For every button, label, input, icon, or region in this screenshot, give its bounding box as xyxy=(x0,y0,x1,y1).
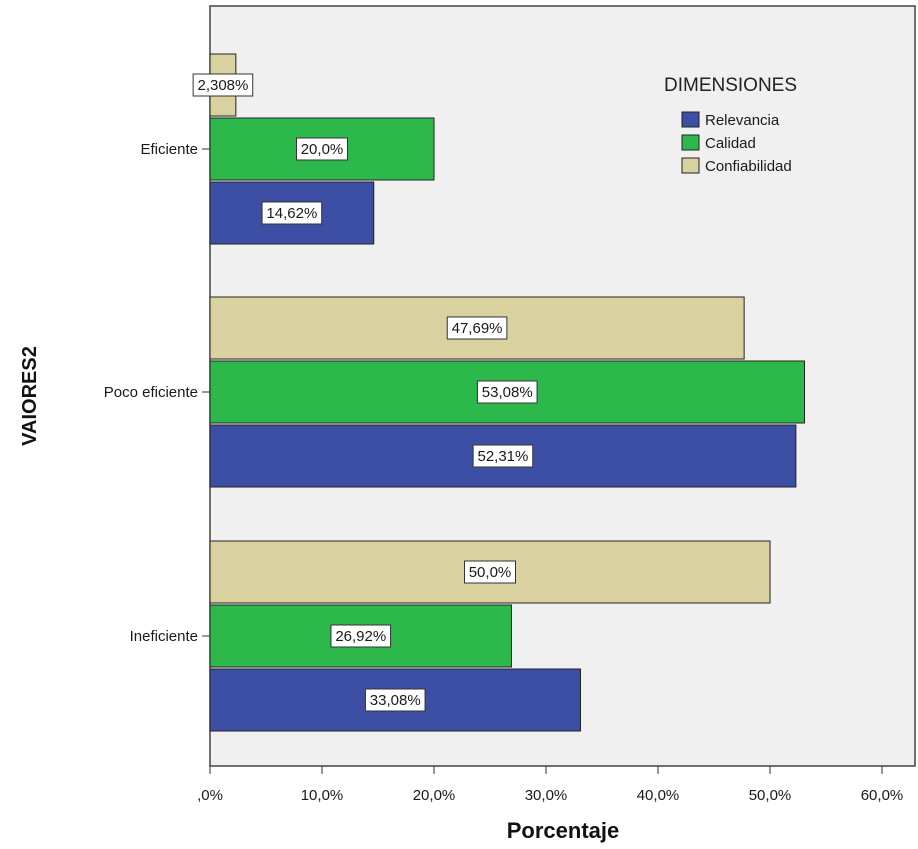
data-label: 50,0% xyxy=(469,564,512,581)
legend: DIMENSIONES Relevancia Calidad Confiabilid… xyxy=(664,75,797,175)
data-label: 33,08% xyxy=(370,692,421,709)
x-tick-label: 60,0% xyxy=(861,787,904,804)
legend-title: DIMENSIONES xyxy=(664,75,797,96)
legend-label: Confiabilidad xyxy=(705,158,792,175)
data-label: 53,08% xyxy=(482,384,533,401)
data-label-box xyxy=(446,316,508,340)
data-label: 14,62% xyxy=(266,205,317,222)
data-label: 2,308% xyxy=(197,77,248,94)
data-label-box xyxy=(192,73,254,97)
x-tick-label: 40,0% xyxy=(637,787,680,804)
data-label: 52,31% xyxy=(477,448,528,465)
data-label-box xyxy=(261,201,323,225)
data-labels-layer: 2,308% 20,0% 14,62% 47,69% 53,08% 52,31% 50,0%… xyxy=(192,73,538,712)
x-tick-label: ,0% xyxy=(197,787,223,804)
x-tick-label: 20,0% xyxy=(413,787,456,804)
data-label: 47,69% xyxy=(452,320,503,337)
legend-swatch xyxy=(681,111,700,128)
data-label-box xyxy=(296,137,348,161)
category-label: Eficiente xyxy=(140,141,198,158)
data-label: 26,92% xyxy=(335,628,386,645)
legend-label: Calidad xyxy=(705,135,756,152)
bars-layer xyxy=(209,53,805,732)
category-label: Poco eficiente xyxy=(104,384,198,401)
x-tick-label: 50,0% xyxy=(749,787,792,804)
axis-layer: Eficiente Poco eficiente Ineficiente ,0% 10,… xyxy=(104,141,904,804)
legend-items: Relevancia Calidad Confiabilidad xyxy=(681,111,792,175)
y-axis-title: VAIORES2 xyxy=(19,346,41,446)
data-label-box xyxy=(330,624,392,648)
data-label: 20,0% xyxy=(301,141,344,158)
x-axis-title: Porcentaje xyxy=(507,818,620,843)
category-label: Ineficiente xyxy=(130,628,198,645)
legend-label: Relevancia xyxy=(705,112,780,129)
x-tick-label: 30,0% xyxy=(525,787,568,804)
x-tick-label: 10,0% xyxy=(301,787,344,804)
data-label-box xyxy=(364,688,426,712)
data-label-box xyxy=(476,380,538,404)
legend-swatch xyxy=(681,134,700,151)
legend-swatch xyxy=(681,157,700,174)
data-label-box xyxy=(472,444,534,468)
data-label-box xyxy=(464,560,516,584)
